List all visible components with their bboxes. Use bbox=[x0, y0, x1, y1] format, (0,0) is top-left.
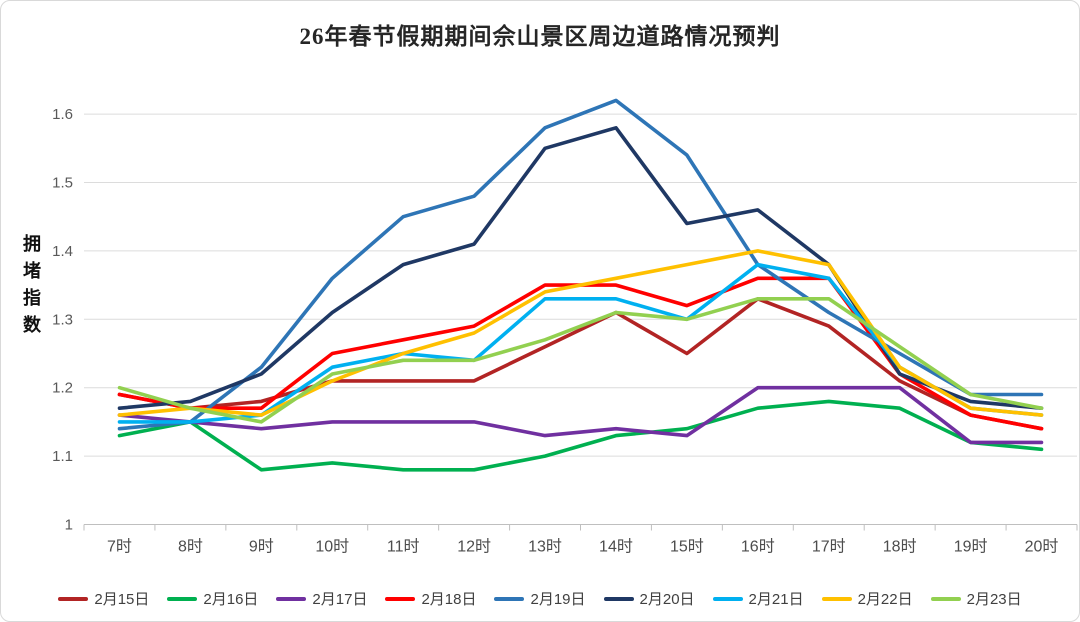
legend-item: 2月17日 bbox=[276, 588, 367, 609]
chart-title: 26年春节假期期间佘山景区周边道路情况预判 bbox=[299, 24, 781, 49]
y-tick-label: 1.1 bbox=[52, 448, 73, 465]
legend-swatch bbox=[276, 596, 307, 601]
legend-item: 2月23日 bbox=[930, 588, 1022, 609]
series-line-2月22日 bbox=[117, 249, 1044, 417]
legend-label: 2月20日 bbox=[639, 591, 695, 608]
series-line-2月19日 bbox=[117, 98, 1044, 431]
legend-label: 2月18日 bbox=[421, 591, 477, 608]
legend-item: 2月19日 bbox=[494, 588, 586, 609]
legend-swatch bbox=[167, 596, 198, 601]
legend-label: 2月15日 bbox=[94, 591, 150, 608]
x-tick-label: 18时 bbox=[883, 538, 917, 556]
y-tick-label: 1.3 bbox=[52, 311, 73, 328]
x-tick-label: 13时 bbox=[528, 538, 562, 556]
series-line-2月21日 bbox=[117, 262, 1044, 424]
y-tick-label: 1.2 bbox=[52, 380, 73, 397]
legend-item: 2月16日 bbox=[167, 588, 258, 609]
legend-item: 2月15日 bbox=[58, 588, 149, 609]
x-tick-label: 14时 bbox=[599, 538, 633, 556]
x-tick-label: 20时 bbox=[1025, 538, 1059, 556]
legend-label: 2月19日 bbox=[530, 591, 586, 608]
legend-label: 2月22日 bbox=[857, 591, 913, 608]
legend-swatch bbox=[385, 596, 416, 601]
legend-label: 2月23日 bbox=[966, 591, 1022, 608]
y-tick-label: 1.4 bbox=[52, 243, 73, 260]
x-tick-label: 16时 bbox=[741, 538, 775, 556]
legend-label: 2月16日 bbox=[203, 591, 259, 608]
x-tick-label: 19时 bbox=[954, 538, 988, 556]
x-tick-label: 9时 bbox=[249, 538, 274, 556]
x-tick-label: 15时 bbox=[670, 538, 704, 556]
legend-item: 2月20日 bbox=[603, 588, 695, 609]
x-tick-label: 7时 bbox=[107, 538, 132, 556]
y-tick-label: 1 bbox=[65, 517, 73, 534]
legend-swatch bbox=[712, 596, 743, 601]
legend-swatch bbox=[821, 596, 852, 601]
x-tick-label: 8时 bbox=[178, 538, 203, 556]
legend-swatch bbox=[930, 596, 961, 601]
legend-swatch bbox=[58, 596, 89, 601]
series-line-2月16日 bbox=[117, 399, 1044, 472]
legend-item: 2月21日 bbox=[712, 588, 804, 609]
series-line-2月20日 bbox=[117, 126, 1044, 411]
legend-swatch bbox=[603, 596, 634, 601]
series-line-2月17日 bbox=[117, 385, 1044, 445]
legend-label: 2月17日 bbox=[312, 591, 368, 608]
x-tick-label: 17时 bbox=[812, 538, 846, 556]
series-line-2月23日 bbox=[117, 296, 1044, 424]
legend: 2月15日 2月16日 2月17日 2月18日 2月19日 2月20日 2月21日 2月22日… bbox=[1, 588, 1079, 609]
x-tick-label: 10时 bbox=[315, 538, 349, 556]
y-axis-title: 拥 堵 指 数 bbox=[23, 234, 41, 335]
y-tick-label: 1.6 bbox=[52, 106, 73, 123]
x-tick-label: 12时 bbox=[457, 538, 491, 556]
legend-label: 2月21日 bbox=[748, 591, 804, 608]
x-tick-label: 11时 bbox=[387, 538, 420, 556]
legend-swatch bbox=[494, 596, 525, 601]
y-tick-label: 1.5 bbox=[52, 175, 73, 192]
legend-item: 2月22日 bbox=[821, 588, 913, 609]
legend-item: 2月18日 bbox=[385, 588, 476, 609]
